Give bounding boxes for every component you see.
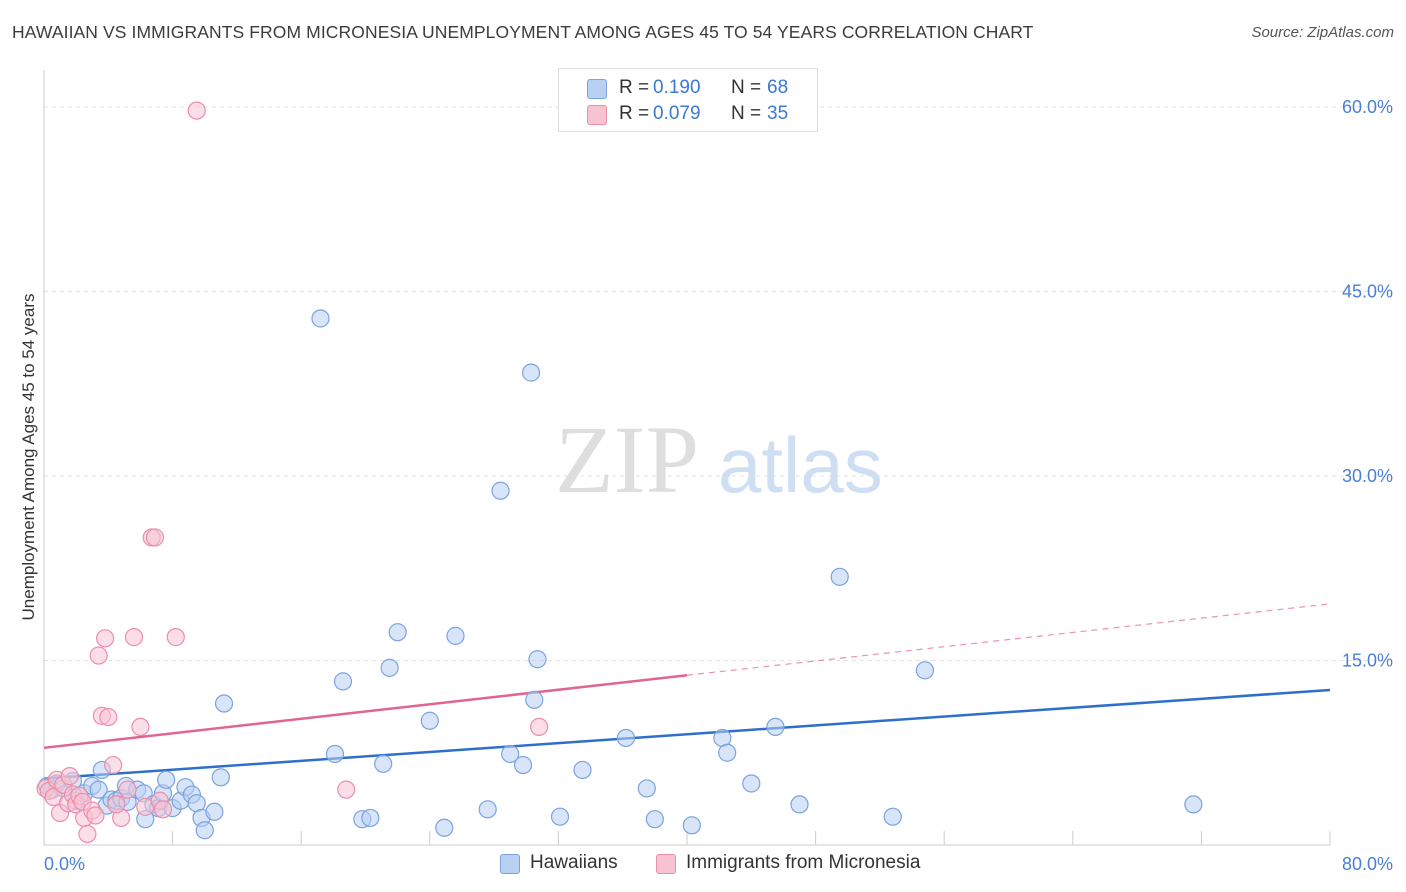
hawaiians-point <box>521 363 541 382</box>
micronesia-point <box>107 795 126 814</box>
hawaiians-point <box>311 309 330 328</box>
legend-n-label: N = <box>731 103 762 124</box>
hawaiians-point <box>211 768 230 787</box>
legend-n-label: N = <box>731 77 762 98</box>
bottom-legend-swatch-hawaiians <box>500 854 520 874</box>
micronesia-point <box>337 780 356 799</box>
hawaiians-point <box>637 779 656 798</box>
trend-line-micronesia <box>43 673 688 750</box>
legend-swatch-micronesia <box>587 105 607 125</box>
micronesia-point <box>187 101 206 120</box>
hawaiians-point <box>766 717 785 737</box>
hawaiians-point <box>525 690 544 709</box>
hawaiians-point <box>374 754 393 773</box>
hawaiians-point <box>491 481 510 500</box>
hawaiians-point <box>830 567 849 586</box>
micronesia-point <box>118 780 137 799</box>
hawaiians-point <box>718 743 737 762</box>
trend-lines <box>43 603 1331 780</box>
micronesia-point <box>95 629 115 648</box>
axis-labels: 15.0% 30.0% 45.0% 60.0% 0.0% 80.0% Unemploymen… <box>19 97 1393 874</box>
bottom-legend-swatch-micronesia <box>656 854 676 874</box>
micronesia-point <box>60 767 79 786</box>
axes <box>43 70 1331 846</box>
micronesia-point <box>78 824 97 844</box>
hawaiians-point <box>420 711 439 730</box>
bottom-legend-label: Hawaiians <box>530 852 618 873</box>
y-tick-label: 30.0% <box>1342 466 1393 486</box>
hawaiians-point <box>333 672 353 691</box>
micronesia-point <box>145 528 165 547</box>
micronesia-point <box>99 707 118 727</box>
micronesia-point <box>89 646 108 665</box>
micronesia-point <box>104 755 123 775</box>
hawaiians-point <box>573 760 592 780</box>
micronesia-point <box>530 717 549 737</box>
x-tick-label: 0.0% <box>44 854 85 874</box>
micronesia-point <box>153 800 173 819</box>
micronesia-point <box>131 717 150 737</box>
x-tick-label: 80.0% <box>1342 854 1393 874</box>
hawaiians-point <box>645 810 664 829</box>
hawaiians-point <box>157 770 176 789</box>
bottom-legend-label: Immigrants from Micronesia <box>686 852 921 873</box>
watermark: ZIP atlas <box>555 406 883 513</box>
hawaiians-point <box>1184 795 1203 814</box>
hawaiians-point <box>513 755 533 775</box>
watermark-zip: ZIP <box>555 406 699 513</box>
micronesia-point <box>124 628 144 647</box>
hawaiians-point <box>478 800 497 819</box>
legend-r-value: 0.190 <box>653 77 701 98</box>
y-tick-label: 15.0% <box>1342 650 1393 670</box>
hawaiians-point <box>388 623 407 642</box>
hawaiians-point <box>325 744 345 764</box>
hawaiians-point <box>435 818 454 837</box>
hawaiians-point <box>214 694 234 713</box>
hawaiians-point <box>915 661 935 680</box>
legend-swatch-hawaiians <box>587 79 607 99</box>
hawaiians-point <box>550 807 570 826</box>
hawaiians-point <box>361 808 380 828</box>
grid-lines <box>44 106 1390 661</box>
trend-line-extension <box>686 603 1331 676</box>
legend-n-value: 68 <box>767 77 789 98</box>
hawaiians-point <box>205 802 224 821</box>
y-tick-label: 45.0% <box>1342 281 1393 301</box>
legend-r-value: 0.079 <box>653 103 701 124</box>
hawaiians-point <box>501 744 520 764</box>
source-credit: Source: ZipAtlas.com <box>1251 24 1394 41</box>
watermark-atlas: atlas <box>718 421 883 509</box>
legend-r-label: R = <box>619 77 650 98</box>
legend-n-value: 35 <box>767 103 789 124</box>
hawaiians-point <box>380 658 399 677</box>
hawaiians-point <box>195 821 214 840</box>
hawaiians-point <box>616 728 636 748</box>
legend-r-label: R = <box>619 103 650 124</box>
trend-line-hawaiians <box>43 688 1331 780</box>
hawaiians-point <box>883 807 902 826</box>
hawaiians-point <box>89 780 108 799</box>
chart-title: HAWAIIAN VS IMMIGRANTS FROM MICRONESIA U… <box>12 22 1034 42</box>
hawaiians-point <box>742 774 761 793</box>
hawaiians-point <box>682 816 701 835</box>
y-axis-title: Unemployment Among Ages 45 to 54 years <box>19 294 38 621</box>
hawaiians-point <box>790 795 809 814</box>
hawaiians-point <box>528 650 547 669</box>
micronesia-point <box>166 628 185 647</box>
micronesia-point <box>86 806 105 825</box>
data-points <box>36 101 1203 844</box>
y-tick-label: 60.0% <box>1342 97 1393 117</box>
legend: R = 0.190 N = 68 R = 0.079 N = 35 <box>558 68 818 132</box>
hawaiians-point <box>446 626 465 645</box>
